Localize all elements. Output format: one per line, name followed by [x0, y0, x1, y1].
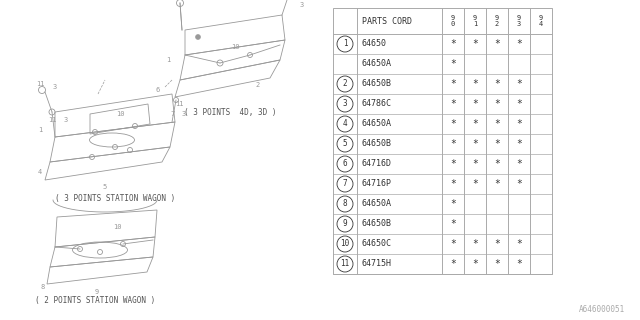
- Text: 9
0: 9 0: [451, 15, 455, 27]
- Text: *: *: [516, 259, 522, 269]
- Text: *: *: [494, 99, 500, 109]
- Text: *: *: [494, 179, 500, 189]
- Text: 3: 3: [342, 100, 348, 108]
- Text: 64715H: 64715H: [361, 260, 391, 268]
- Text: 6: 6: [342, 159, 348, 169]
- Text: *: *: [450, 259, 456, 269]
- Text: 10: 10: [231, 44, 239, 50]
- Text: 64716P: 64716P: [361, 180, 391, 188]
- Circle shape: [195, 35, 200, 39]
- Text: 64650A: 64650A: [361, 60, 391, 68]
- Text: 1: 1: [342, 39, 348, 49]
- Text: 9
1: 9 1: [473, 15, 477, 27]
- Text: *: *: [450, 39, 456, 49]
- Text: *: *: [516, 79, 522, 89]
- Text: *: *: [450, 119, 456, 129]
- Text: 8: 8: [342, 199, 348, 209]
- Text: 64650B: 64650B: [361, 220, 391, 228]
- Text: *: *: [472, 119, 478, 129]
- Text: *: *: [494, 79, 500, 89]
- Text: 8: 8: [41, 284, 45, 290]
- Text: 10: 10: [340, 239, 349, 249]
- Text: 9
3: 9 3: [517, 15, 521, 27]
- Text: A646000051: A646000051: [579, 305, 625, 314]
- Text: *: *: [450, 159, 456, 169]
- Text: *: *: [472, 99, 478, 109]
- Text: 64650: 64650: [361, 39, 386, 49]
- Text: *: *: [450, 59, 456, 69]
- Text: 5: 5: [103, 184, 107, 190]
- Text: 6: 6: [156, 87, 160, 93]
- Text: 9: 9: [95, 289, 99, 295]
- Text: 5: 5: [342, 140, 348, 148]
- Text: 1: 1: [38, 127, 42, 133]
- Text: *: *: [494, 259, 500, 269]
- Text: *: *: [450, 239, 456, 249]
- Text: 64716D: 64716D: [361, 159, 391, 169]
- Text: 64650B: 64650B: [361, 79, 391, 89]
- Text: 9: 9: [342, 220, 348, 228]
- Text: *: *: [516, 159, 522, 169]
- Text: 3: 3: [64, 117, 68, 123]
- Text: 2: 2: [256, 82, 260, 88]
- Text: 64650A: 64650A: [361, 199, 391, 209]
- Text: 3: 3: [182, 111, 186, 117]
- Text: 64650C: 64650C: [361, 239, 391, 249]
- Text: 11: 11: [175, 101, 184, 107]
- Text: *: *: [472, 39, 478, 49]
- Text: ( 3 POINTS STATION WAGON ): ( 3 POINTS STATION WAGON ): [55, 194, 175, 203]
- Text: ( 3 POINTS  4D, 3D ): ( 3 POINTS 4D, 3D ): [184, 108, 276, 117]
- Text: 64786C: 64786C: [361, 100, 391, 108]
- Text: *: *: [494, 119, 500, 129]
- Text: 64650B: 64650B: [361, 140, 391, 148]
- Text: ( 2 POINTS STATION WAGON ): ( 2 POINTS STATION WAGON ): [35, 295, 156, 305]
- Text: *: *: [472, 259, 478, 269]
- Text: *: *: [450, 79, 456, 89]
- Text: 7: 7: [342, 180, 348, 188]
- Text: *: *: [516, 99, 522, 109]
- Text: 11: 11: [48, 117, 56, 123]
- Text: *: *: [472, 179, 478, 189]
- Text: *: *: [516, 119, 522, 129]
- Text: *: *: [450, 179, 456, 189]
- Text: *: *: [494, 39, 500, 49]
- Text: *: *: [494, 139, 500, 149]
- Text: 64650A: 64650A: [361, 119, 391, 129]
- Text: *: *: [516, 239, 522, 249]
- Bar: [333, 8, 552, 274]
- Text: 11: 11: [340, 260, 349, 268]
- Text: *: *: [516, 139, 522, 149]
- Text: *: *: [450, 99, 456, 109]
- Text: 4: 4: [38, 169, 42, 175]
- Text: *: *: [516, 179, 522, 189]
- Text: *: *: [472, 239, 478, 249]
- Text: 1: 1: [166, 57, 170, 63]
- Text: 3: 3: [300, 2, 304, 8]
- Text: *: *: [516, 39, 522, 49]
- Text: 2: 2: [342, 79, 348, 89]
- Text: *: *: [450, 139, 456, 149]
- Text: PARTS CORD: PARTS CORD: [362, 17, 413, 26]
- Text: 11: 11: [36, 81, 44, 87]
- Text: 3: 3: [53, 84, 57, 90]
- Text: *: *: [472, 159, 478, 169]
- Text: 9
4: 9 4: [539, 15, 543, 27]
- Text: *: *: [472, 79, 478, 89]
- Text: *: *: [450, 199, 456, 209]
- Text: *: *: [472, 139, 478, 149]
- Text: 10: 10: [116, 111, 124, 117]
- Text: 10: 10: [113, 224, 121, 230]
- Text: 4: 4: [342, 119, 348, 129]
- Text: 9
2: 9 2: [495, 15, 499, 27]
- Text: *: *: [450, 219, 456, 229]
- Text: *: *: [494, 239, 500, 249]
- Text: *: *: [494, 159, 500, 169]
- Text: 7: 7: [170, 111, 174, 117]
